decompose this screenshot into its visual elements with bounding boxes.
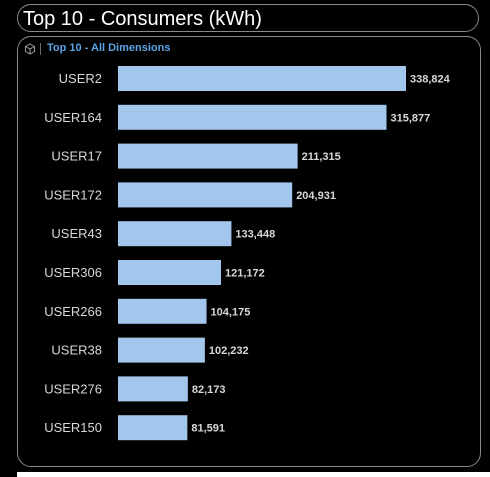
chart-title: Top 10 - Consumers (kWh) (23, 8, 262, 30)
panel-subtitle: Top 10 - All Dimensions (47, 42, 171, 54)
chart-title-bar: Top 10 - Consumers (kWh) (17, 4, 479, 32)
chart-panel: Top 10 - All Dimensions (17, 36, 481, 467)
cube-icon (25, 43, 35, 55)
panel-separator (40, 43, 41, 55)
bottom-strip (17, 472, 490, 477)
